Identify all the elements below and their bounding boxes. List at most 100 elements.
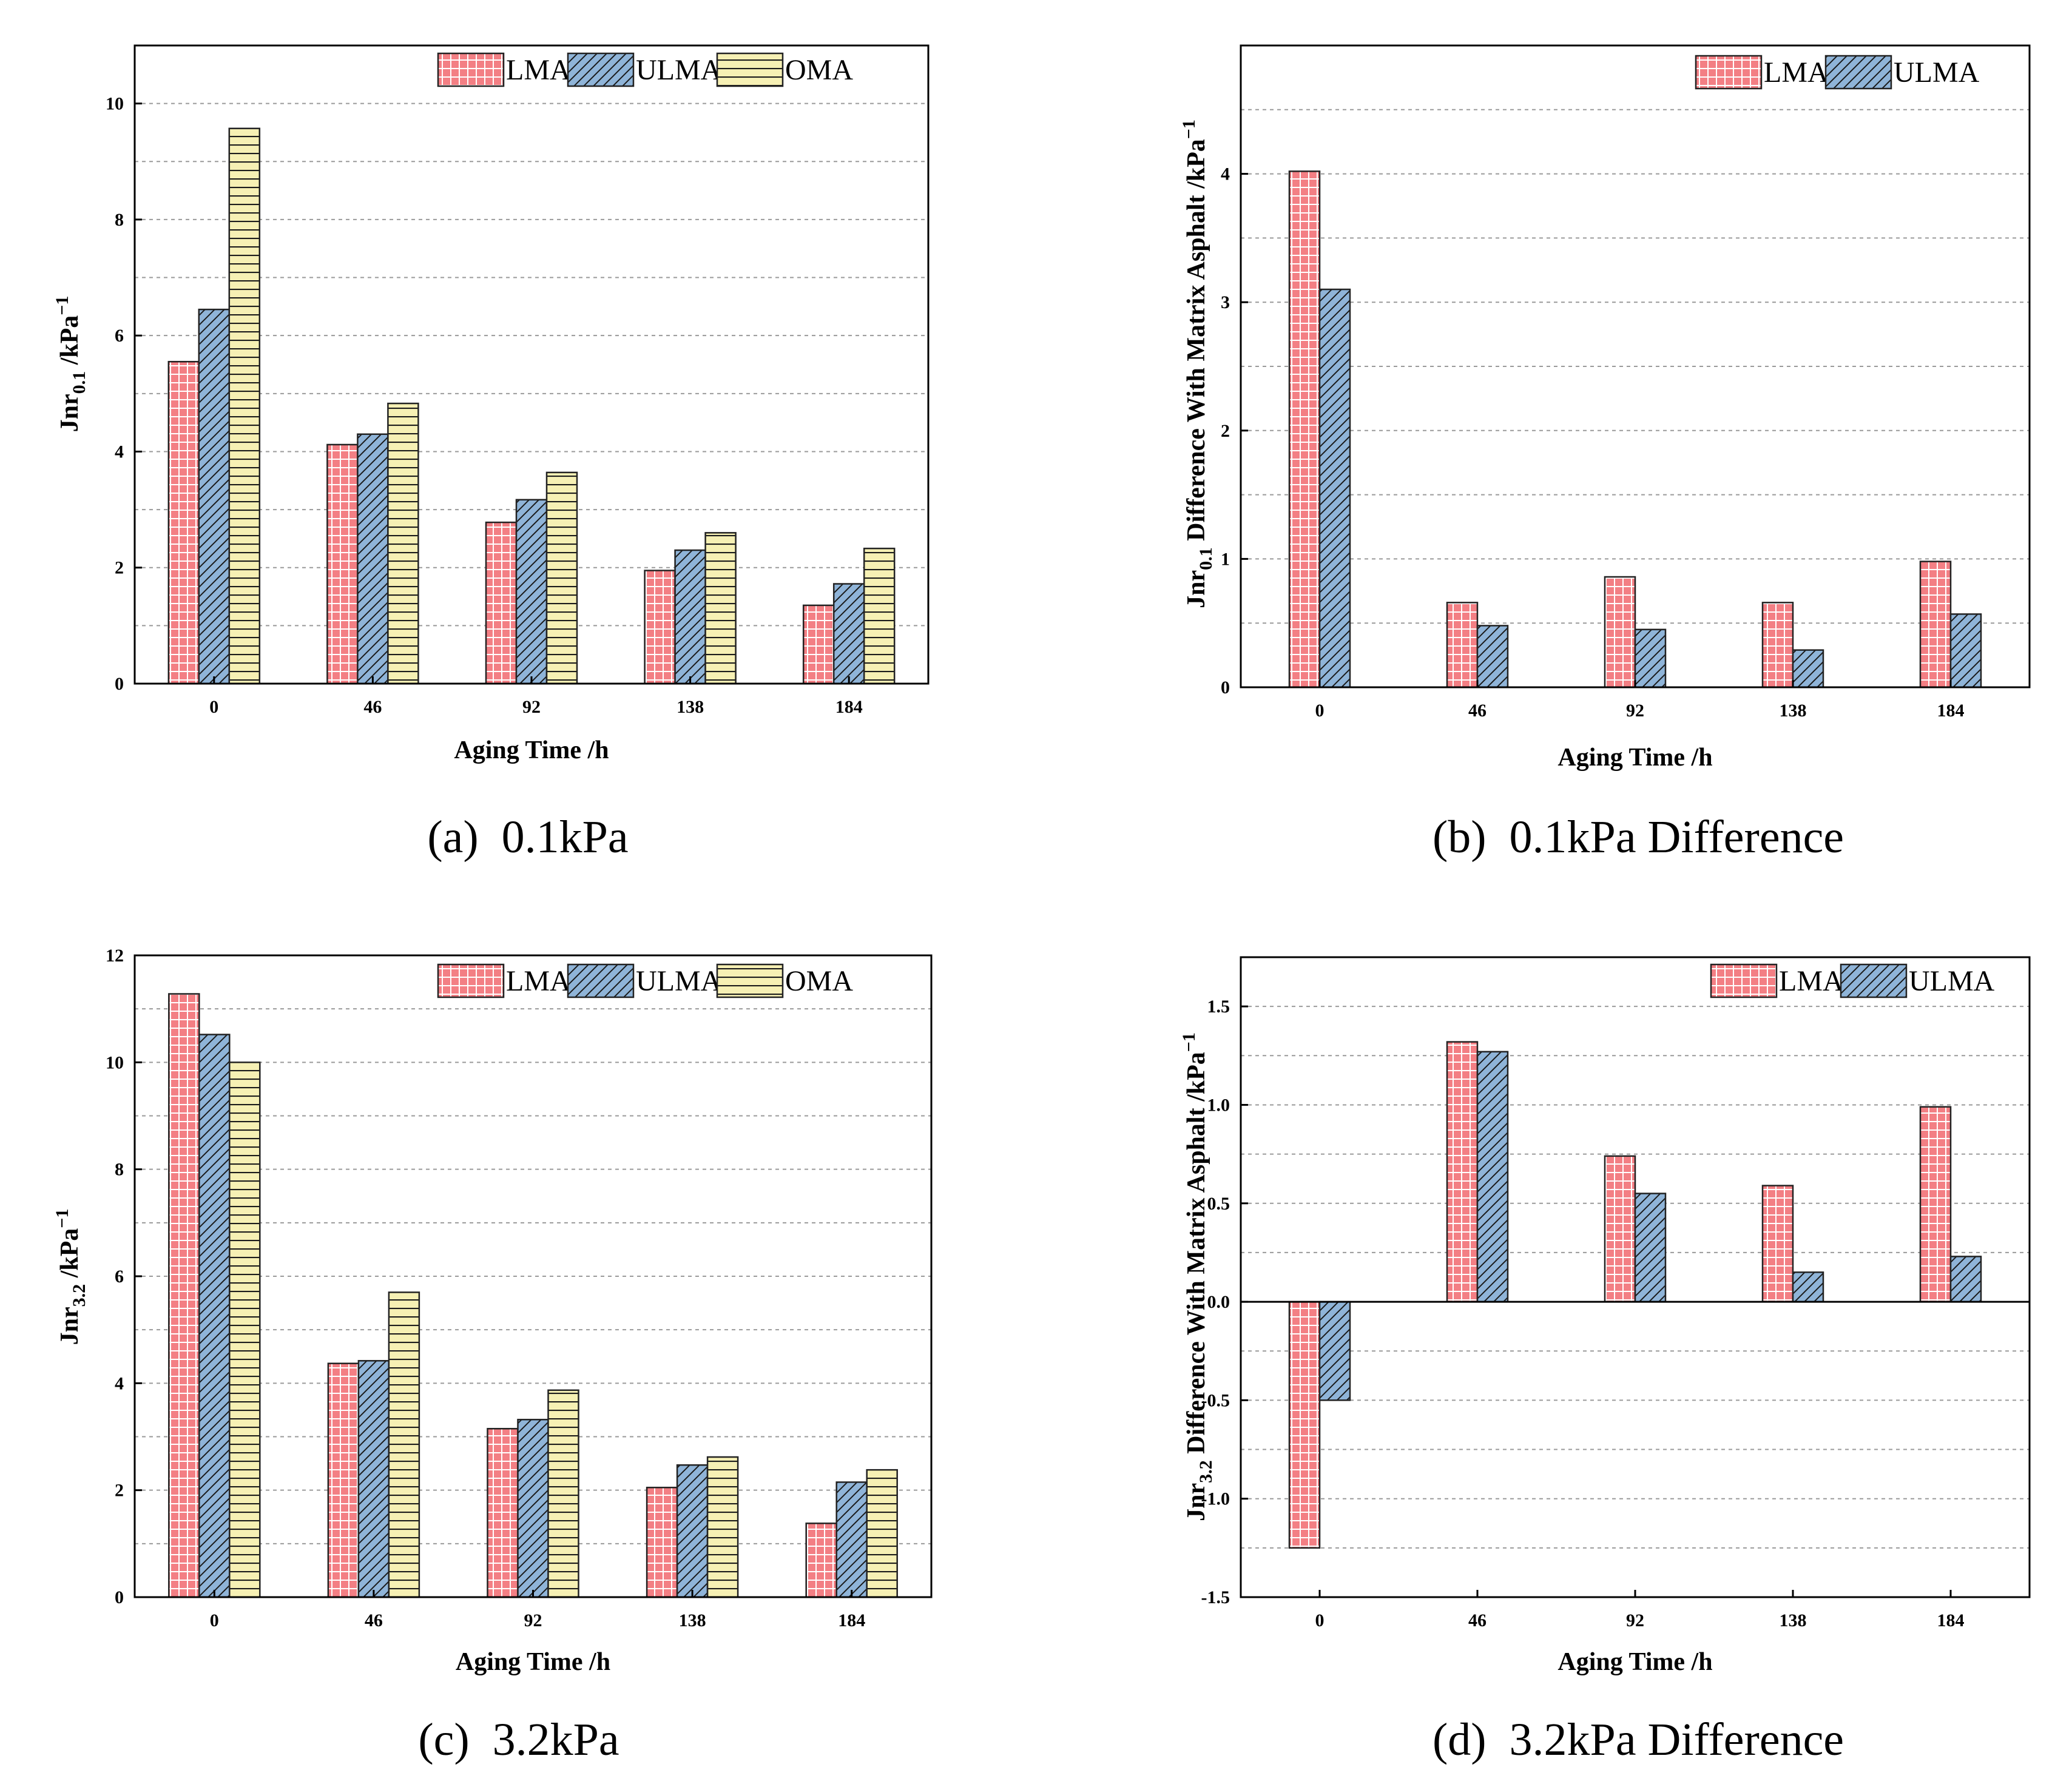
y-axis-title: Jnr0.1 /kPa−1 xyxy=(52,296,89,432)
x-tick-label: 92 xyxy=(524,1610,542,1631)
figure-caption: (a) 0.1kPa xyxy=(427,812,628,863)
bar-lma-184 xyxy=(805,1523,837,1598)
y-tick-label: 2 xyxy=(115,558,124,578)
legend-swatch-ulma xyxy=(567,963,635,998)
legend-swatch-lma xyxy=(437,963,505,998)
x-tick-label: 184 xyxy=(1937,1610,1965,1631)
bar-lma-0 xyxy=(1288,1301,1321,1549)
bar-oma-46 xyxy=(387,402,419,685)
y-axis-title: Jnr3.2 Difference With Matrix Asphalt /k… xyxy=(1179,1032,1216,1521)
legend-label-ulma: ULMA xyxy=(636,965,722,997)
plot-frame xyxy=(1240,956,2031,1598)
y-axis-title-main: Jnr xyxy=(1183,1483,1210,1521)
y-tick-label: 0 xyxy=(115,674,124,694)
y-axis-title-rest: Difference With Matrix Asphalt /kPa xyxy=(1183,139,1210,547)
figure-caption: (b) 0.1kPa Difference xyxy=(1433,812,1844,863)
x-tick-label: 46 xyxy=(1468,701,1487,721)
legend-label-lma: LMA xyxy=(1764,56,1829,89)
y-tick-label: 3 xyxy=(1221,292,1230,312)
bar-oma-92 xyxy=(547,1389,579,1598)
y-axis-title-sub: 0.1 xyxy=(69,371,89,394)
bar-lma-0 xyxy=(167,360,200,685)
x-tick-label: 184 xyxy=(835,697,863,717)
y-tick-label: 4 xyxy=(115,442,124,462)
bar-lma-138 xyxy=(644,570,676,685)
figure-caption: (c) 3.2kPa xyxy=(418,1714,619,1765)
bar-ulma-92 xyxy=(1634,1193,1667,1303)
x-tick-label: 46 xyxy=(365,1610,383,1631)
y-tick-label: 8 xyxy=(115,1160,124,1180)
bar-ulma-138 xyxy=(674,549,706,685)
bar-ulma-0 xyxy=(198,1034,231,1598)
legend-label-oma: OMA xyxy=(785,965,853,997)
bar-ulma-0 xyxy=(1318,288,1351,688)
bar-ulma-138 xyxy=(676,1464,709,1598)
x-tick-label: 46 xyxy=(363,697,382,717)
bar-ulma-92 xyxy=(1634,628,1667,688)
bar-lma-138 xyxy=(1761,602,1794,688)
x-tick-label: 184 xyxy=(838,1610,865,1631)
y-tick-label: 10 xyxy=(106,94,124,114)
bar-lma-46 xyxy=(1446,602,1479,688)
y-axis-title-main: Jnr xyxy=(56,1307,84,1345)
legend-label-lma: LMA xyxy=(1779,965,1844,997)
bar-lma-92 xyxy=(487,1428,519,1598)
bar-lma-46 xyxy=(327,1362,360,1598)
legend-swatch-lma xyxy=(1710,963,1778,998)
bar-lma-0 xyxy=(1288,170,1321,688)
y-tick-label: -1.0 xyxy=(1201,1489,1230,1509)
y-tick-label: 1 xyxy=(1221,549,1230,569)
y-axis-title-sup: −1 xyxy=(1179,119,1199,139)
x-tick-label: 0 xyxy=(1315,701,1325,721)
bar-lma-92 xyxy=(1604,1155,1636,1303)
legend-label-ulma: ULMA xyxy=(636,54,722,86)
x-tick-label: 0 xyxy=(1315,1610,1325,1631)
bar-oma-184 xyxy=(866,1469,898,1598)
bar-oma-46 xyxy=(388,1291,420,1598)
legend-label-lma: LMA xyxy=(506,54,571,86)
x-tick-label: 138 xyxy=(679,1610,706,1631)
y-axis-title-rest: /kPa xyxy=(56,1228,84,1284)
x-tick-label: 92 xyxy=(522,697,541,717)
y-axis-title-main: Jnr xyxy=(1183,570,1210,608)
y-tick-label: 0.0 xyxy=(1207,1292,1230,1312)
bar-lma-184 xyxy=(1919,560,1952,688)
y-axis-title-sup: −1 xyxy=(52,1209,72,1228)
y-tick-label: 4 xyxy=(115,1373,124,1393)
legend-swatch-ulma xyxy=(1840,963,1908,998)
x-tick-label: 92 xyxy=(1626,701,1644,721)
y-axis-title-sub: 3.2 xyxy=(1196,1460,1216,1483)
x-axis-title: Aging Time /h xyxy=(1557,1648,1712,1676)
bar-lma-92 xyxy=(485,521,518,685)
bar-oma-0 xyxy=(229,1062,261,1598)
y-tick-label: 4 xyxy=(1221,164,1230,184)
y-tick-label: 8 xyxy=(115,210,124,230)
bar-oma-138 xyxy=(704,532,737,685)
legend-swatch-lma xyxy=(437,52,505,87)
bar-lma-138 xyxy=(646,1487,678,1598)
bar-oma-184 xyxy=(863,547,896,685)
bar-lma-0 xyxy=(168,993,200,1598)
legend-label-ulma: ULMA xyxy=(1909,965,1995,997)
y-tick-label: 0.5 xyxy=(1207,1194,1230,1214)
x-tick-label: 138 xyxy=(677,697,704,717)
y-tick-label: 6 xyxy=(115,1267,124,1287)
bar-ulma-46 xyxy=(1476,1051,1509,1303)
bar-ulma-184 xyxy=(1949,1256,1982,1303)
bar-ulma-184 xyxy=(832,583,865,685)
y-tick-label: 10 xyxy=(106,1052,124,1072)
bar-ulma-184 xyxy=(835,1481,868,1598)
bar-lma-46 xyxy=(1446,1041,1479,1303)
y-tick-label: 1.5 xyxy=(1207,997,1230,1017)
bar-oma-0 xyxy=(228,127,261,685)
bar-ulma-46 xyxy=(357,433,389,685)
legend-label-oma: OMA xyxy=(785,54,853,86)
bar-ulma-184 xyxy=(1949,613,1982,688)
legend-label-lma: LMA xyxy=(506,965,571,997)
legend-swatch-ulma xyxy=(1824,55,1892,90)
y-axis-title-rest: Difference With Matrix Asphalt /kPa xyxy=(1183,1052,1210,1460)
chart-b: 0 1 2 3 4 0 46 92 138 184 LMA ULMA Aging Time /h Jnr0… xyxy=(1179,44,2031,863)
